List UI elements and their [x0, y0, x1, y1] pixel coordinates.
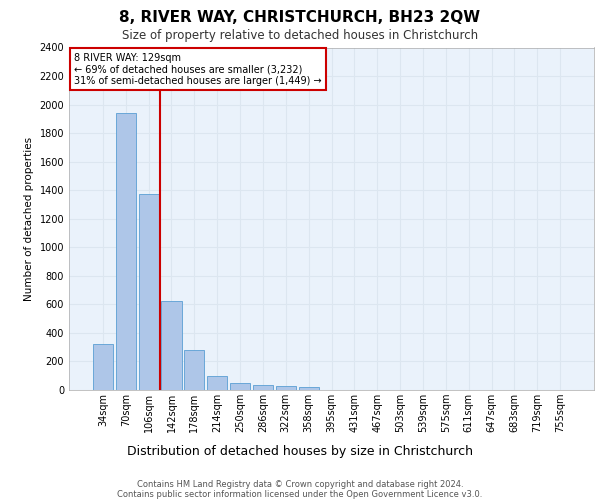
Text: Size of property relative to detached houses in Christchurch: Size of property relative to detached ho… — [122, 29, 478, 42]
Bar — [299, 387, 319, 390]
Bar — [93, 344, 113, 390]
Bar — [276, 386, 296, 390]
Text: Distribution of detached houses by size in Christchurch: Distribution of detached houses by size … — [127, 444, 473, 458]
Bar — [253, 385, 273, 390]
Y-axis label: Number of detached properties: Number of detached properties — [24, 136, 34, 301]
Bar — [230, 383, 250, 390]
Text: Contains HM Land Registry data © Crown copyright and database right 2024.
Contai: Contains HM Land Registry data © Crown c… — [118, 480, 482, 499]
Bar — [161, 301, 182, 390]
Bar — [139, 194, 158, 390]
Text: 8 RIVER WAY: 129sqm
← 69% of detached houses are smaller (3,232)
31% of semi-det: 8 RIVER WAY: 129sqm ← 69% of detached ho… — [74, 52, 322, 86]
Bar — [116, 113, 136, 390]
Text: 8, RIVER WAY, CHRISTCHURCH, BH23 2QW: 8, RIVER WAY, CHRISTCHURCH, BH23 2QW — [119, 10, 481, 25]
Bar — [184, 350, 205, 390]
Bar — [207, 376, 227, 390]
